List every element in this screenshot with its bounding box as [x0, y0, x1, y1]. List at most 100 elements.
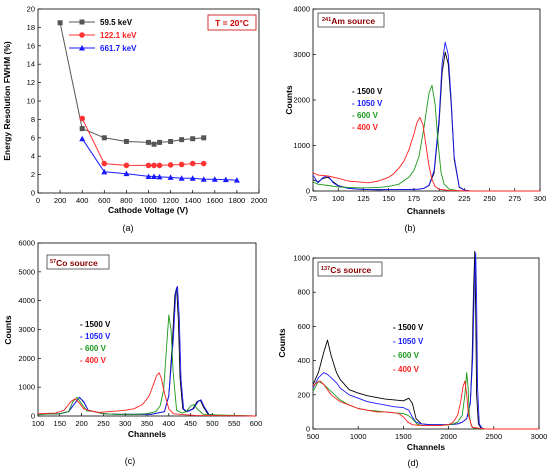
y-tick-label: 600: [297, 322, 310, 331]
y-tick-label: 4000: [293, 5, 310, 14]
panel-a: 0 200 400 600 800 1000 1200 1400 1600 1800 2000 0 2 4…: [2, 5, 267, 234]
panel-label: (a): [123, 223, 134, 233]
series-line-400-v: [37, 372, 257, 417]
legend: - 1500 V - 1050 V - 600 V - 400 V: [352, 87, 383, 132]
panel-b: 75 100 125 150 175 200 225 250 275 30001000200030…: [284, 5, 546, 234]
source-title-box: [317, 261, 383, 277]
x-tick-label: 250: [97, 419, 110, 428]
x-tick-label: 400: [163, 419, 176, 428]
y-tick-label: 10: [27, 97, 35, 106]
x-tick-label: 100: [332, 194, 345, 203]
x-tick-label: 1000: [140, 196, 157, 205]
data-point-122-1-kev: [167, 162, 174, 168]
plot-frame: [37, 8, 260, 194]
tick-layer: 75 100 125 150 175 200 225 250 275 30001000200030…: [293, 5, 546, 204]
series-line-400-v: [312, 116, 540, 192]
y-tick-label: 20: [27, 5, 35, 14]
legend-dash: -: [80, 332, 83, 341]
x-tick-label: 450: [184, 419, 197, 428]
isotope-mass-number: 57: [50, 259, 56, 265]
data-point-122-1-kev: [156, 162, 163, 169]
legend-label-1500v: 1500 V: [357, 87, 383, 96]
x-axis-label: Channels: [128, 429, 167, 439]
x-tick-label: 800: [120, 196, 133, 205]
legend-label-400v: 400 V: [85, 356, 107, 365]
legend-label-600v: 600 V: [398, 351, 420, 360]
y-tick-label: 8: [31, 115, 35, 124]
x-tick-label: 275: [509, 194, 522, 203]
temperature-annotation: T = 20°C: [215, 18, 249, 28]
x-tick-label: 1800: [229, 196, 246, 205]
source-title-box: [46, 254, 110, 270]
x-tick-label: 75: [309, 194, 317, 203]
y-tick-label: 3000: [18, 325, 35, 334]
x-tick-label: 300: [119, 419, 132, 428]
legend-dash: -: [352, 111, 355, 120]
y-tick-label: 200: [297, 390, 310, 399]
y-tick-label: 0: [306, 425, 310, 434]
y-tick-label: 1000: [293, 254, 310, 263]
series-line-400-v: [312, 380, 539, 430]
data-point-661-7-kev: [189, 175, 196, 181]
y-tick-label: 5000: [18, 267, 35, 276]
legend-label-59-5-kev: 59.5 keV: [100, 18, 133, 27]
series-layer: [37, 285, 257, 417]
series-line-1050-v: [37, 285, 257, 417]
legend-marker-square: [79, 19, 85, 25]
y-tick-label: 16: [27, 41, 35, 50]
x-tick-label: 400: [76, 196, 89, 205]
data-point-661-7-kev: [178, 175, 185, 181]
plot-frame: [312, 257, 540, 430]
data-point-59-5-kev: [79, 126, 85, 132]
data-point-661-7-kev: [123, 170, 130, 177]
temperature-annotation-box: [207, 14, 257, 31]
x-tick-label: 2000: [251, 196, 268, 205]
source-name: Co source: [56, 258, 98, 268]
data-point-661-7-kev: [101, 168, 108, 175]
legend: - 1500 V - 1050 V - 600 V - 400 V: [80, 320, 111, 365]
panel-label: (c): [125, 456, 136, 466]
series-line-1050-v: [312, 41, 540, 192]
y-axis-label: Energy Resolution FWHM (%): [2, 41, 12, 161]
x-axis-label: Channels: [407, 206, 446, 216]
data-point-59-5-kev: [101, 135, 107, 141]
data-point-661-7-kev: [145, 173, 152, 179]
legend-dash: -: [80, 356, 83, 365]
x-tick-label: 125: [357, 194, 370, 203]
x-tick-label: 175: [408, 194, 421, 203]
y-tick-label: 14: [27, 60, 35, 69]
series-layer: [312, 250, 539, 430]
legend: 59.5 keV 122.1 keV 661.7 keV: [69, 18, 137, 53]
x-tick-label: 1400: [184, 196, 201, 205]
x-tick-label: 550: [228, 419, 241, 428]
legend-label-1050v: 1050 V: [357, 99, 383, 108]
y-tick-label: 6: [31, 133, 35, 142]
legend-label-1050v: 1050 V: [85, 332, 111, 341]
y-tick-label: 2: [31, 170, 35, 179]
legend-dash: -: [393, 337, 396, 346]
data-point-661-7-kev: [211, 176, 218, 182]
legend-dash: -: [393, 351, 396, 360]
data-point-661-7-kev: [151, 173, 158, 179]
x-tick-label: 200: [54, 196, 67, 205]
data-point-661-7-kev: [200, 176, 207, 182]
x-tick-label: 200: [433, 194, 446, 203]
data-point-59-5-kev: [190, 136, 196, 142]
data-point-122-1-kev: [178, 161, 185, 168]
y-tick-label: 0: [31, 189, 35, 198]
panel-label: (b): [405, 223, 416, 233]
y-tick-label: 3000: [293, 50, 310, 59]
data-point-661-7-kev: [156, 173, 163, 180]
legend-dash: -: [352, 99, 355, 108]
legend-label-1500v: 1500 V: [85, 320, 111, 329]
series-line-1050-v: [312, 252, 539, 430]
plot-frame: [37, 242, 257, 417]
series-layer: [312, 41, 540, 192]
y-axis-label: Counts: [284, 85, 294, 115]
data-point-122-1-kev: [200, 160, 207, 167]
x-tick-label: 1200: [162, 196, 179, 205]
legend-marker-triangle: [79, 45, 85, 51]
x-tick-label: 150: [54, 419, 67, 428]
data-point-122-1-kev: [101, 160, 108, 167]
